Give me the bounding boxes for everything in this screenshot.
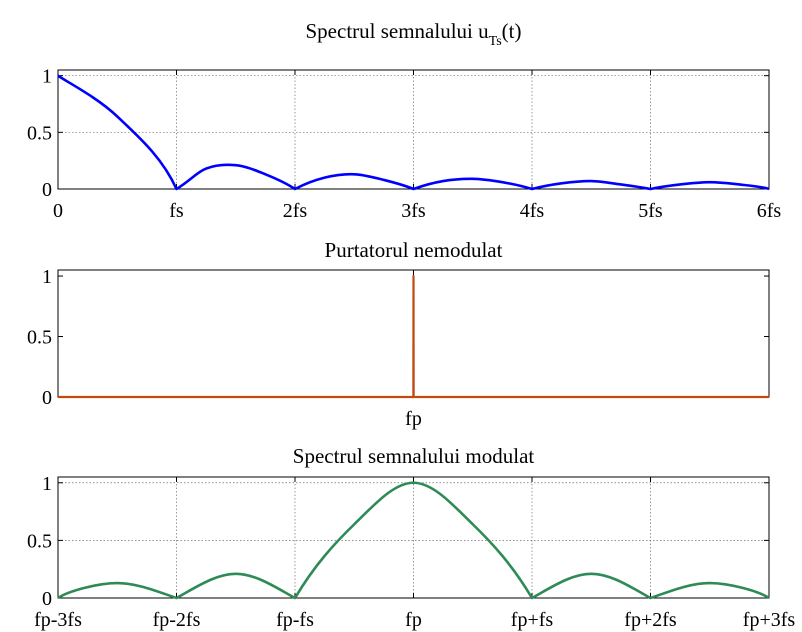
chart-title-main: Spectrul semnalului u: [306, 19, 490, 43]
x-tick-label: 6fs: [757, 200, 782, 222]
series-line: [57, 74, 770, 191]
y-tick-label: 0: [42, 588, 52, 610]
chart-title-subscript: Ts: [489, 34, 502, 49]
chart-title-main: Purtatorul nemodulat: [325, 238, 503, 262]
y-tick-label: 0.5: [27, 327, 52, 349]
x-tick-label: fp-fs: [276, 609, 314, 631]
x-tick-label: fp+2fs: [624, 609, 677, 631]
x-tick-label: fp-3fs: [34, 609, 82, 631]
chart-panel-unmodulated-carrier: Purtatorul nemodulat 0 0.5 1 fp: [27, 238, 770, 430]
series-line: [57, 481, 770, 600]
x-tick-label: fp: [405, 609, 422, 631]
chart-title: Purtatorul nemodulat: [325, 238, 503, 262]
y-tick-label: 0: [42, 179, 52, 201]
y-tick-label: 1: [42, 266, 52, 288]
y-tick-label: 0: [42, 387, 52, 409]
x-tick-label: 2fs: [283, 200, 308, 222]
x-tick-label: 0: [53, 200, 63, 222]
x-tick-label: 5fs: [638, 200, 663, 222]
x-tick-label: 3fs: [401, 200, 426, 222]
chart-title-suffix: (t): [502, 19, 522, 43]
x-tick-label: fp: [405, 408, 422, 430]
y-tick-label: 0.5: [27, 122, 52, 144]
chart-panel-modulated-spectrum: Spectrul semnalului modulat 0 0.5 1 fp-3fs fp…: [27, 444, 795, 631]
y-tick-label: 1: [42, 473, 52, 495]
series-line: [58, 274, 769, 399]
chart-title: Spectrul semnalului modulat: [293, 444, 535, 468]
chart-title: Spectrul semnalului uTs(t): [306, 19, 522, 49]
x-tick-label: 4fs: [520, 200, 545, 222]
y-tick-label: 1: [42, 66, 52, 88]
x-tick-label: fp+fs: [511, 609, 554, 631]
x-tick-label: fp-2fs: [153, 609, 201, 631]
y-tick-label: 0.5: [27, 530, 52, 552]
chart-panel-spectrum-uts: Spectrul semnalului uTs(t) 0 0.5 1 0 fs 2fs 3fs…: [27, 19, 781, 222]
chart-title-main: Spectrul semnalului modulat: [293, 444, 535, 468]
x-tick-label: fs: [169, 200, 184, 222]
x-tick-label: fp+3fs: [743, 609, 796, 631]
